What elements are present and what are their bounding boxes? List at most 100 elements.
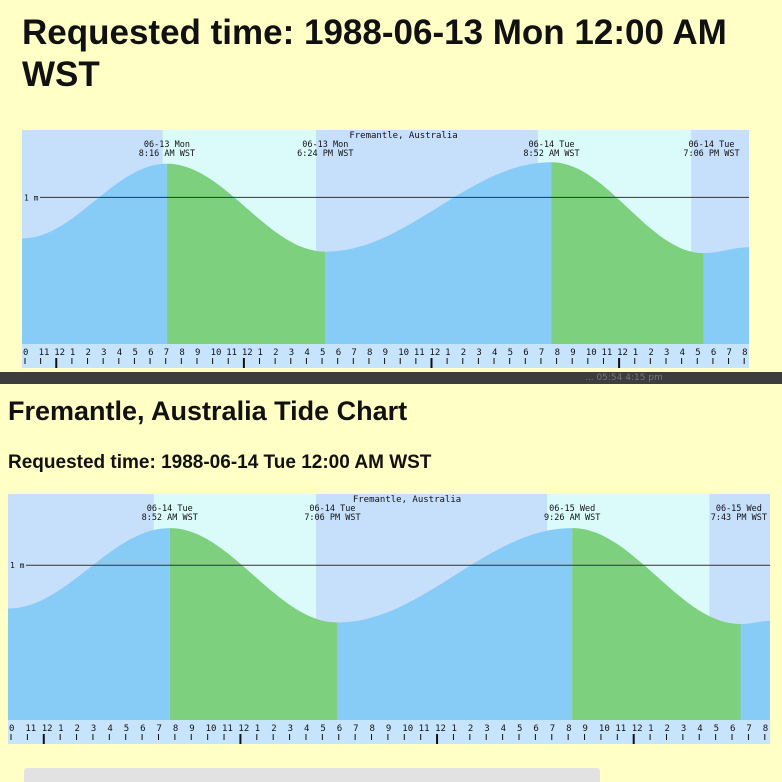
chart-title: Fremantle, Australia <box>349 131 457 141</box>
hour-tick-label: 12 <box>238 724 249 734</box>
hour-tick-label: 3 <box>476 348 481 358</box>
hour-tick-label: 4 <box>117 348 122 358</box>
extreme-date-label: 06-15 Wed <box>716 504 762 514</box>
hour-tick-label: 3 <box>681 724 686 734</box>
hour-tick-label: 7 <box>156 724 161 734</box>
hour-tick-label: 0 <box>23 348 28 358</box>
hour-tick-label: 11 <box>25 724 36 734</box>
rising-tide-area <box>337 528 573 720</box>
extreme-time-label: 7:43 PM WST <box>711 513 767 523</box>
hour-tick-label: 6 <box>730 724 735 734</box>
hour-tick-label: 1 <box>451 724 456 734</box>
hour-tick-label: 2 <box>271 724 276 734</box>
hour-tick-label: 8 <box>173 724 178 734</box>
falling-tide-area <box>169 528 338 720</box>
hour-tick-label: 9 <box>386 724 391 734</box>
hour-tick-label: 10 <box>402 724 413 734</box>
hour-tick-label: 2 <box>664 724 669 734</box>
hour-tick-label: 10 <box>586 348 597 358</box>
hour-tick-label: 6 <box>337 724 342 734</box>
extreme-time-label: 6:24 PM WST <box>297 149 353 159</box>
hour-tick-label: 12 <box>617 348 628 358</box>
hour-tick-label: 1 <box>70 348 75 358</box>
hour-tick-label: 5 <box>320 348 325 358</box>
hour-tick-label: 5 <box>508 348 513 358</box>
extreme-date-label: 06-14 Tue <box>147 504 193 514</box>
rising-tide-area <box>325 162 552 344</box>
hour-tick-label: 10 <box>599 724 610 734</box>
hour-tick-label: 10 <box>398 348 409 358</box>
hour-tick-label: 7 <box>351 348 356 358</box>
status-bar-strip: ... 05:54 4:15 pm <box>0 372 782 384</box>
hour-tick-label: 2 <box>75 724 80 734</box>
hour-tick-label: 7 <box>164 348 169 358</box>
hour-tick-label: 1 <box>255 724 260 734</box>
hour-tick-label: 6 <box>148 348 153 358</box>
extreme-date-label: 06-13 Mon <box>144 140 190 150</box>
extreme-time-label: 9:26 AM WST <box>544 513 600 523</box>
hour-tick-label: 6 <box>336 348 341 358</box>
hour-tick-label: 9 <box>583 724 588 734</box>
reference-label: 1 m <box>24 193 39 202</box>
hour-tick-label: 12 <box>435 724 446 734</box>
hour-tick-label: 5 <box>517 724 522 734</box>
hour-tick-label: 11 <box>601 348 612 358</box>
hour-tick-label: 2 <box>468 724 473 734</box>
tick-strip <box>8 720 770 744</box>
bottom-scrollbar[interactable] <box>24 768 600 782</box>
extreme-date-label: 06-14 Tue <box>309 504 355 514</box>
hour-tick-label: 9 <box>383 348 388 358</box>
hour-tick-label: 7 <box>550 724 555 734</box>
hour-tick-label: 7 <box>746 724 751 734</box>
extreme-time-label: 8:52 AM WST <box>523 149 579 159</box>
hour-tick-label: 0 <box>9 724 14 734</box>
tick-strip <box>22 344 749 368</box>
hour-tick-label: 5 <box>320 724 325 734</box>
hour-tick-label: 4 <box>304 724 309 734</box>
rising-tide-area <box>740 620 770 720</box>
hour-tick-label: 4 <box>492 348 497 358</box>
hour-tick-label: 11 <box>615 724 626 734</box>
hour-tick-label: 11 <box>222 724 233 734</box>
hour-tick-label: 3 <box>484 724 489 734</box>
hour-tick-label: 11 <box>414 348 425 358</box>
hour-tick-label: 4 <box>304 348 309 358</box>
hour-tick-label: 7 <box>353 724 358 734</box>
status-bar-text: ... 05:54 4:15 pm <box>585 373 663 383</box>
hour-tick-label: 6 <box>523 348 528 358</box>
hour-tick-label: 10 <box>211 348 222 358</box>
hour-tick-label: 8 <box>555 348 560 358</box>
hour-tick-label: 8 <box>763 724 768 734</box>
hour-tick-label: 3 <box>289 348 294 358</box>
tide-chart-1: 1 m Fremantle, Australia 06-13 Mon 8:16 AM … <box>22 130 779 368</box>
extreme-date-label: 06-15 Wed <box>549 504 595 514</box>
hour-tick-label: 12 <box>54 348 65 358</box>
hour-tick-label: 12 <box>632 724 643 734</box>
hour-tick-label: 5 <box>714 724 719 734</box>
falling-tide-area <box>166 163 326 344</box>
hour-tick-label: 12 <box>242 348 253 358</box>
hour-tick-label: 7 <box>539 348 544 358</box>
hour-tick-label: 1 <box>258 348 263 358</box>
hour-tick-label: 11 <box>419 724 430 734</box>
hour-tick-label: 1 <box>445 348 450 358</box>
hour-tick-label: 5 <box>695 348 700 358</box>
extreme-time-label: 7:06 PM WST <box>304 513 360 523</box>
hour-tick-label: 8 <box>742 348 747 358</box>
hour-tick-label: 4 <box>680 348 685 358</box>
extreme-time-label: 8:16 AM WST <box>139 149 195 159</box>
hour-tick-label: 6 <box>711 348 716 358</box>
hour-tick-label: 4 <box>697 724 702 734</box>
falling-tide-area <box>572 528 741 720</box>
hour-tick-label: 1 <box>58 724 63 734</box>
hour-tick-label: 3 <box>664 348 669 358</box>
rising-tide-area <box>703 247 749 344</box>
hour-tick-label: 2 <box>273 348 278 358</box>
hour-tick-label: 2 <box>461 348 466 358</box>
falling-tide-area <box>551 162 704 344</box>
extreme-date-label: 06-14 Tue <box>529 140 575 150</box>
hour-tick-label: 1 <box>648 724 653 734</box>
hour-tick-label: 10 <box>206 724 217 734</box>
